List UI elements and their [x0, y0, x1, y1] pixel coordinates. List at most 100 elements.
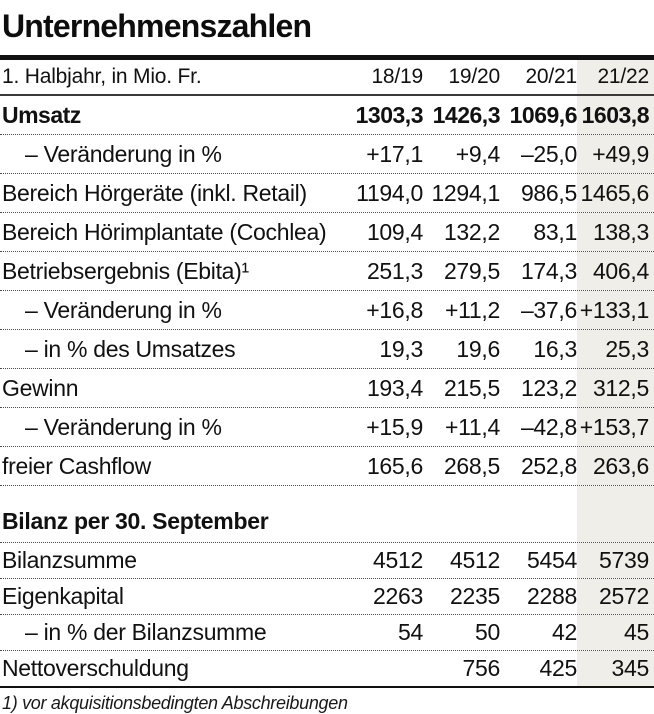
- value-cell-21-22: +49,9: [577, 135, 654, 173]
- value-cell-19-20: 1294,1: [431, 179, 500, 206]
- value-cell-18-19: 1303,3: [355, 101, 424, 128]
- row-label: Gewinn: [2, 374, 79, 401]
- value-cell-19-20: +9,4: [455, 140, 501, 167]
- row-label: Nettoverschuldung: [2, 655, 189, 681]
- value-cell-20-21: 425: [539, 655, 578, 681]
- table-header-row: 1. Halbjahr, in Mio. Fr. 18/19 19/20 20/…: [0, 60, 654, 96]
- financial-table: 1. Halbjahr, in Mio. Fr. 18/19 19/20 20/…: [0, 55, 654, 688]
- table-row: Nettoverschuldung 756 425 345: [0, 651, 654, 688]
- value-cell-21-22: +133,1: [577, 291, 654, 329]
- value-cell-20-21: 42: [552, 619, 577, 645]
- value-cell-21-22: [577, 486, 654, 542]
- row-label: Umsatz: [2, 101, 81, 128]
- row-label: – in % des Umsatzes: [25, 335, 236, 362]
- value-cell-19-20: 50: [475, 619, 500, 645]
- value-cell-20-21: –37,6: [520, 296, 577, 323]
- value-cell-18-19: 251,3: [366, 257, 423, 284]
- column-header-20-21: 20/21: [525, 65, 577, 88]
- value-cell-20-21: 5454: [527, 547, 577, 573]
- value-cell-19-20: 4512: [450, 547, 500, 573]
- row-label: – in % der Bilanzsumme: [25, 619, 267, 645]
- value-cell-18-19: 1194,0: [356, 179, 423, 206]
- table-row: – Veränderung in % +15,9 +11,4 –42,8 +15…: [0, 408, 654, 447]
- value-cell-19-20: +11,4: [445, 413, 500, 440]
- table-row: Gewinn 193,4 215,5 123,2 312,5: [0, 369, 654, 408]
- table-row: – in % der Bilanzsumme 54 50 42 45: [0, 615, 654, 651]
- value-cell-19-20: 268,5: [443, 452, 500, 479]
- column-header-21-22: 21/22: [577, 60, 654, 94]
- value-cell-21-22: 5739: [577, 543, 654, 578]
- value-cell-20-21: 986,5: [520, 179, 577, 206]
- value-cell-19-20: 19,6: [456, 335, 500, 362]
- value-cell-20-21: 16,3: [533, 335, 577, 362]
- table-row: Bereich Hörimplantate (Cochlea) 109,4 13…: [0, 213, 654, 252]
- table-row: Bereich Hörgeräte (inkl. Retail) 1194,0 …: [0, 174, 654, 213]
- value-cell-18-19: +17,1: [366, 140, 423, 167]
- value-cell-20-21: –25,0: [520, 140, 577, 167]
- value-cell-18-19: 109,4: [366, 218, 423, 245]
- value-cell-19-20: 1426,3: [432, 101, 501, 128]
- table-row: freier Cashflow 165,6 268,5 252,8 263,6: [0, 447, 654, 486]
- row-label: – Veränderung in %: [25, 413, 222, 440]
- table-row: – in % des Umsatzes 19,3 19,6 16,3 25,3: [0, 330, 654, 369]
- value-cell-21-22: 25,3: [577, 330, 654, 368]
- value-cell-21-22: 406,4: [577, 252, 654, 290]
- value-cell-21-22: 1603,8: [577, 96, 654, 134]
- value-cell-19-20: 215,5: [443, 374, 500, 401]
- value-cell-18-19: 54: [398, 619, 423, 645]
- value-cell-21-22: 263,6: [577, 447, 654, 485]
- value-cell-21-22: 45: [577, 615, 654, 650]
- page-title: Unternehmenszahlen: [2, 8, 312, 44]
- value-cell-20-21: 2288: [527, 583, 577, 609]
- value-cell-21-22: 2572: [577, 579, 654, 614]
- value-cell-18-19: +16,8: [366, 296, 423, 323]
- value-cell-19-20: 756: [462, 655, 501, 681]
- value-cell-21-22: +153,7: [577, 408, 654, 446]
- row-label: freier Cashflow: [2, 452, 151, 479]
- table-row: Bilanzsumme 4512 4512 5454 5739: [0, 543, 654, 579]
- value-cell-20-21: 83,1: [533, 218, 577, 245]
- value-cell-19-20: +11,2: [445, 296, 500, 323]
- value-cell-20-21: 1069,6: [509, 101, 578, 128]
- table-row: Eigenkapital 2263 2235 2288 2572: [0, 579, 654, 615]
- value-cell-18-19: [346, 486, 423, 542]
- value-cell-18-19: 2263: [373, 583, 423, 609]
- value-cell-18-19: 4512: [373, 547, 423, 573]
- table-row: – Veränderung in % +16,8 +11,2 –37,6 +13…: [0, 291, 654, 330]
- table-row: Umsatz 1303,3 1426,3 1069,6 1603,8: [0, 96, 654, 135]
- value-cell-20-21: 174,3: [520, 257, 577, 284]
- value-cell-21-22: 345: [577, 651, 654, 686]
- value-cell-18-19: 193,4: [366, 374, 423, 401]
- table-row: Betriebsergebnis (Ebita)¹ 251,3 279,5 17…: [0, 252, 654, 291]
- value-cell-20-21: 252,8: [520, 452, 577, 479]
- footnote: 1) vor akquisitionsbedingten Abschreibun…: [2, 693, 348, 713]
- table-row: Bilanz per 30. September: [0, 486, 654, 543]
- table-body: Umsatz 1303,3 1426,3 1069,6 1603,8 – Ver…: [0, 96, 654, 688]
- column-header-18-19: 18/19: [371, 65, 423, 88]
- row-label: Bereich Hörgeräte (inkl. Retail): [2, 179, 307, 206]
- value-cell-21-22: 138,3: [577, 213, 654, 251]
- row-label: Betriebsergebnis (Ebita)¹: [2, 257, 249, 284]
- row-label: Bereich Hörimplantate (Cochlea): [2, 218, 327, 245]
- value-cell-20-21: 123,2: [520, 374, 577, 401]
- table-header-label: 1. Halbjahr, in Mio. Fr.: [2, 65, 202, 88]
- value-cell-19-20: 132,2: [443, 218, 500, 245]
- page: Unternehmenszahlen 1. Halbjahr, in Mio. …: [0, 6, 654, 714]
- value-cell-20-21: [500, 486, 577, 542]
- value-cell-18-19: [346, 651, 423, 686]
- value-cell-18-19: +15,9: [366, 413, 423, 440]
- row-label: Eigenkapital: [2, 583, 124, 609]
- value-cell-19-20: 2235: [450, 583, 500, 609]
- value-cell-20-21: –42,8: [520, 413, 577, 440]
- row-label: – Veränderung in %: [25, 140, 222, 167]
- value-cell-18-19: 165,6: [366, 452, 423, 479]
- row-label: Bilanz per 30. September: [2, 508, 269, 534]
- row-label: – Veränderung in %: [25, 296, 222, 323]
- column-header-19-20: 19/20: [448, 65, 500, 88]
- value-cell-21-22: 312,5: [577, 369, 654, 407]
- row-label: Bilanzsumme: [2, 547, 137, 573]
- value-cell-19-20: 279,5: [443, 257, 500, 284]
- table-row: – Veränderung in % +17,1 +9,4 –25,0 +49,…: [0, 135, 654, 174]
- value-cell-19-20: [423, 486, 500, 542]
- value-cell-18-19: 19,3: [379, 335, 423, 362]
